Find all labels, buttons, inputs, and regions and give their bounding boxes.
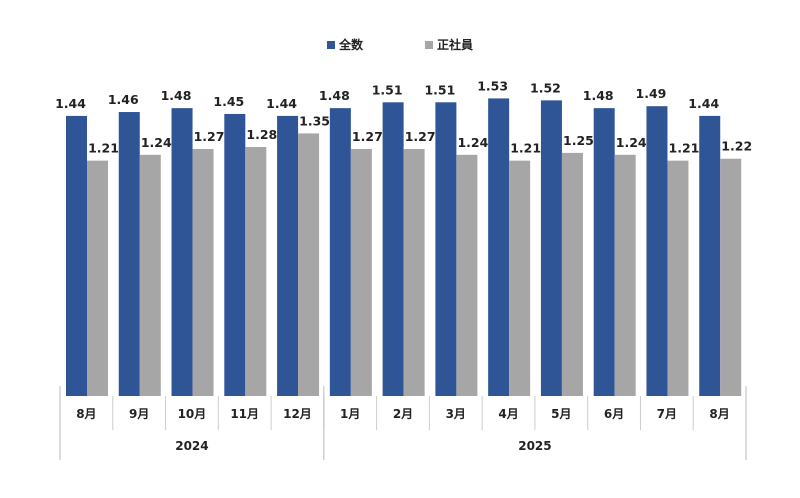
- x-tick-label: 12月: [283, 407, 312, 421]
- data-label: 1.53: [477, 78, 508, 93]
- bars: 1.441.211.461.241.481.271.451.281.441.35…: [55, 78, 752, 397]
- bar-total: [593, 108, 615, 396]
- bar-regular: [720, 158, 742, 396]
- bar-total: [66, 115, 87, 397]
- bar-regular: [192, 148, 214, 396]
- legend-swatch: [425, 41, 433, 49]
- data-label: 1.21: [88, 141, 119, 156]
- x-tick-label: 1月: [340, 407, 360, 421]
- data-label: 1.27: [194, 129, 225, 144]
- data-label: 1.35: [299, 113, 330, 128]
- bar-regular: [350, 148, 372, 396]
- data-label: 1.48: [583, 88, 614, 103]
- data-label: 1.44: [55, 96, 86, 111]
- bar-total: [118, 112, 140, 396]
- x-tick-label: 6月: [604, 407, 624, 421]
- bar-regular: [245, 147, 267, 396]
- data-label: 1.27: [352, 129, 383, 144]
- bar-regular: [298, 133, 320, 397]
- year-label: 2024: [175, 439, 208, 453]
- data-label: 1.21: [669, 141, 700, 156]
- data-label: 1.22: [721, 139, 752, 154]
- data-label: 1.45: [213, 94, 244, 109]
- bar-total: [699, 115, 721, 397]
- x-tick-label: 5月: [551, 407, 571, 421]
- data-label: 1.51: [424, 82, 455, 97]
- data-label: 1.24: [457, 135, 488, 150]
- x-tick-label: 3月: [446, 407, 466, 421]
- data-label: 1.44: [688, 96, 719, 111]
- bar-regular: [561, 152, 583, 396]
- bar-regular: [403, 148, 425, 396]
- data-label: 1.49: [636, 86, 667, 101]
- bar-regular: [509, 160, 531, 396]
- data-label: 1.48: [319, 88, 350, 103]
- data-label: 1.28: [246, 127, 277, 142]
- x-tick-label: 8月: [709, 407, 729, 421]
- data-label: 1.52: [530, 80, 561, 95]
- data-label: 1.24: [616, 135, 647, 150]
- x-axis: 8月 9月 10月 11月 12月 1月 2月 3月 4月 5月 6月 7月 8月 2024 2025: [59, 386, 747, 460]
- legend-swatch: [327, 41, 335, 49]
- bar-total: [646, 106, 668, 396]
- legend-label: 全数: [338, 37, 364, 52]
- data-label: 1.24: [141, 135, 172, 150]
- legend-label: 正社員: [437, 37, 473, 52]
- data-label: 1.46: [108, 92, 139, 107]
- bar-regular: [87, 160, 108, 396]
- x-tick-label: 11月: [230, 407, 259, 421]
- data-label: 1.51: [372, 82, 403, 97]
- bar-regular: [139, 154, 161, 396]
- data-label: 1.44: [266, 96, 297, 111]
- bar-total: [277, 115, 299, 397]
- bar-total: [329, 108, 351, 396]
- bar-regular: [456, 154, 478, 396]
- x-tick-label: 2月: [393, 407, 413, 421]
- bar-regular: [614, 154, 636, 396]
- x-tick-label: 9月: [129, 407, 149, 421]
- data-label: 1.27: [405, 129, 436, 144]
- x-tick-label: 7月: [657, 407, 677, 421]
- bar-regular: [667, 160, 689, 396]
- bar-total: [171, 108, 193, 396]
- legend: 全数 正社員: [327, 37, 473, 52]
- x-tick-label: 8月: [76, 407, 96, 421]
- data-label: 1.25: [563, 133, 594, 148]
- year-label: 2025: [518, 439, 551, 453]
- data-label: 1.48: [161, 88, 192, 103]
- x-tick-label: 10月: [178, 407, 207, 421]
- data-label: 1.21: [510, 141, 541, 156]
- bar-total: [488, 98, 510, 396]
- x-tick-label: 4月: [498, 407, 518, 421]
- bar-total: [224, 113, 246, 396]
- bar-total: [435, 102, 457, 397]
- bar-total: [540, 100, 562, 397]
- bar-total: [382, 102, 404, 397]
